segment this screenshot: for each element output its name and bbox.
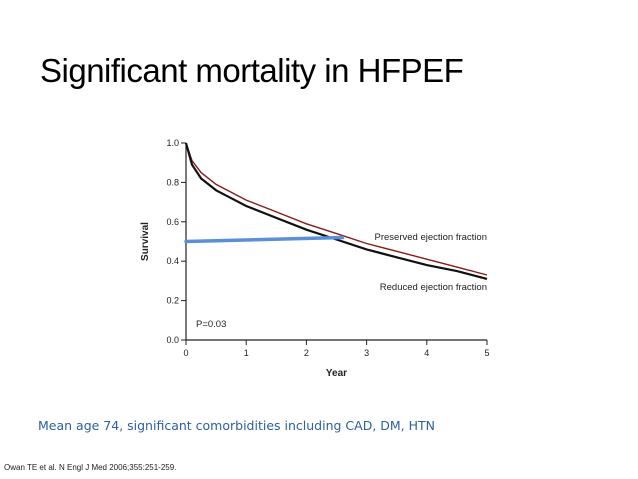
slide-subtitle: Mean age 74, significant comorbidities i… [38,418,436,433]
series-line-reduced [184,142,488,280]
x-tick-label: 2 [304,348,309,358]
x-tick-label: 3 [364,348,369,358]
p-value-annotation: P=0.03 [196,319,226,330]
x-tick-label: 5 [484,348,489,358]
x-tick-label: 4 [424,348,429,358]
x-tick-label: 0 [183,348,188,358]
slide-title: Significant mortality in HFPEF [40,52,464,89]
marker-line [184,235,345,244]
y-tick-label: 0.2 [166,296,179,306]
series-label-preserved: Preserved ejection fraction [375,232,487,243]
y-tick-label: 0.8 [166,177,179,187]
y-axis-label: Survival [140,222,151,261]
y-tick-label: 0.6 [166,217,179,227]
y-tick-label: 0.0 [166,335,179,345]
series-line-preserved [185,142,488,276]
x-tick-label: 1 [244,348,249,358]
y-tick-label: 1.0 [166,138,179,148]
series-label-reduced: Reduced ejection fraction [380,282,487,293]
y-tick-label: 0.4 [166,256,179,266]
citation: Owan TE et al. N Engl J Med 2006;355:251… [4,463,177,472]
x-axis-label: Year [326,368,347,379]
